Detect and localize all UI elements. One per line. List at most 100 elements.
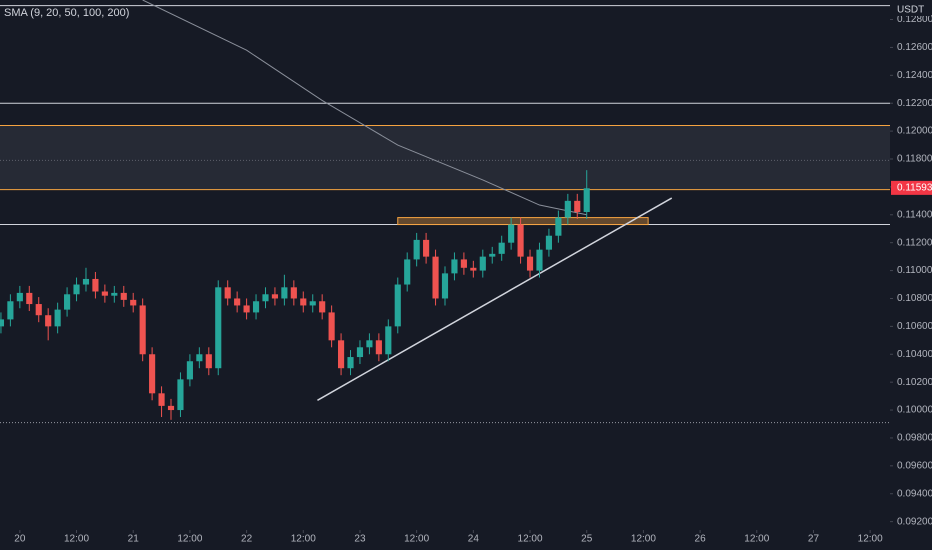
candle-body bbox=[64, 294, 71, 310]
candle-body bbox=[54, 309, 61, 327]
x-tick-label: 12:00 bbox=[291, 534, 316, 545]
currency-label: USDT bbox=[897, 5, 924, 16]
axes: 0.09200 0.09400 0.09600 0.09800 0.10000 0.102… bbox=[14, 3, 932, 545]
candle-body bbox=[262, 294, 269, 302]
candle-body bbox=[555, 217, 562, 236]
candle-body bbox=[583, 188, 590, 212]
candle-body bbox=[111, 292, 118, 296]
candle-body bbox=[73, 284, 80, 295]
candle-body bbox=[489, 253, 496, 257]
candle-body bbox=[82, 278, 90, 285]
candle-body bbox=[158, 393, 165, 406]
candle-body bbox=[120, 292, 127, 300]
candle-body bbox=[0, 319, 5, 327]
candle-body bbox=[177, 379, 184, 411]
x-tick-label: 12:00 bbox=[631, 534, 656, 545]
candle-body bbox=[319, 301, 326, 313]
candle-body bbox=[460, 259, 467, 268]
x-tick-label: 25 bbox=[581, 534, 593, 545]
candle-body bbox=[16, 292, 23, 302]
y-tick-label: 0.09400 bbox=[897, 488, 932, 499]
candle-body bbox=[394, 284, 401, 327]
y-tick-label: 0.09800 bbox=[897, 433, 932, 444]
moving-average bbox=[142, 0, 587, 216]
candle-body bbox=[498, 242, 505, 254]
currency-bg bbox=[891, 3, 931, 16]
candle-body bbox=[423, 239, 430, 257]
candle-body bbox=[574, 200, 581, 212]
y-tick-label: 0.11000 bbox=[897, 265, 932, 276]
y-tick-label: 0.12800 bbox=[897, 14, 932, 25]
candle-body bbox=[224, 287, 231, 299]
candle-body bbox=[35, 304, 42, 316]
candle-body bbox=[564, 200, 571, 218]
x-tick-label: 21 bbox=[128, 534, 140, 545]
candle-body bbox=[205, 354, 212, 369]
y-tick-label: 0.09200 bbox=[897, 516, 932, 527]
trend-line bbox=[317, 197, 673, 401]
y-tick-label: 0.12400 bbox=[897, 70, 932, 81]
candle-body bbox=[186, 361, 193, 380]
candle-body bbox=[328, 312, 335, 341]
candle-body bbox=[271, 294, 279, 299]
candle-body bbox=[290, 287, 297, 299]
candle-body bbox=[243, 305, 250, 313]
candle-body bbox=[26, 292, 33, 305]
x-tick-label: 12:00 bbox=[404, 534, 429, 545]
y-tick-label: 0.11200 bbox=[897, 237, 932, 248]
y-tick-label: 0.10400 bbox=[897, 349, 932, 360]
candle-body bbox=[441, 273, 449, 299]
candle-body bbox=[281, 287, 288, 299]
candle-body bbox=[517, 224, 524, 257]
candle-body bbox=[252, 301, 260, 313]
x-tick-label: 24 bbox=[468, 534, 480, 545]
y-tick-label: 0.12600 bbox=[897, 42, 932, 53]
candle-body bbox=[101, 291, 108, 296]
y-tick-label: 0.11400 bbox=[897, 209, 932, 220]
candle-body bbox=[413, 239, 420, 260]
last-price-label: 0.11593 bbox=[897, 183, 932, 194]
y-tick-label: 0.10600 bbox=[897, 321, 932, 332]
candle-body bbox=[366, 340, 373, 348]
candle-body bbox=[508, 224, 515, 243]
x-tick-label: 20 bbox=[14, 534, 26, 545]
candle-body bbox=[234, 298, 241, 306]
candle-body bbox=[375, 340, 382, 355]
candle-body bbox=[130, 299, 137, 306]
candle-body bbox=[139, 305, 146, 355]
candle-body bbox=[432, 256, 439, 299]
candle-body bbox=[356, 347, 364, 358]
y-tick-label: 0.12000 bbox=[897, 126, 932, 137]
candle-body bbox=[45, 315, 52, 327]
candle-body bbox=[545, 235, 552, 250]
last-price-box bbox=[891, 180, 932, 195]
price-axis bbox=[890, 0, 932, 550]
y-tick-label: 0.11800 bbox=[897, 154, 932, 165]
y-tick-label: 0.09600 bbox=[897, 460, 932, 471]
candle-body bbox=[404, 259, 411, 285]
candle-body bbox=[385, 326, 392, 355]
time-axis bbox=[0, 530, 890, 550]
y-tick-label: 0.10000 bbox=[897, 405, 932, 416]
candle-body bbox=[451, 259, 458, 274]
candle-body bbox=[347, 357, 354, 369]
candle-body bbox=[92, 278, 99, 292]
candle-body bbox=[338, 340, 345, 369]
x-tick-label: 12:00 bbox=[858, 534, 883, 545]
x-tick-label: 12:00 bbox=[177, 534, 202, 545]
x-tick-label: 27 bbox=[808, 534, 820, 545]
price-zone bbox=[0, 125, 890, 190]
candle-body bbox=[196, 354, 203, 362]
x-tick-label: 12:00 bbox=[744, 534, 769, 545]
plot-area bbox=[0, 0, 890, 424]
candle-body bbox=[470, 267, 477, 271]
y-tick-label: 0.10800 bbox=[897, 293, 932, 304]
y-tick-label: 0.10200 bbox=[897, 377, 932, 388]
indicator-legend: SMA (9, 20, 50, 100, 200) bbox=[4, 7, 129, 19]
candle-body bbox=[215, 287, 222, 369]
y-tick-label: 0.12200 bbox=[897, 98, 932, 109]
candle-body bbox=[167, 405, 175, 411]
x-tick-label: 23 bbox=[354, 534, 366, 545]
